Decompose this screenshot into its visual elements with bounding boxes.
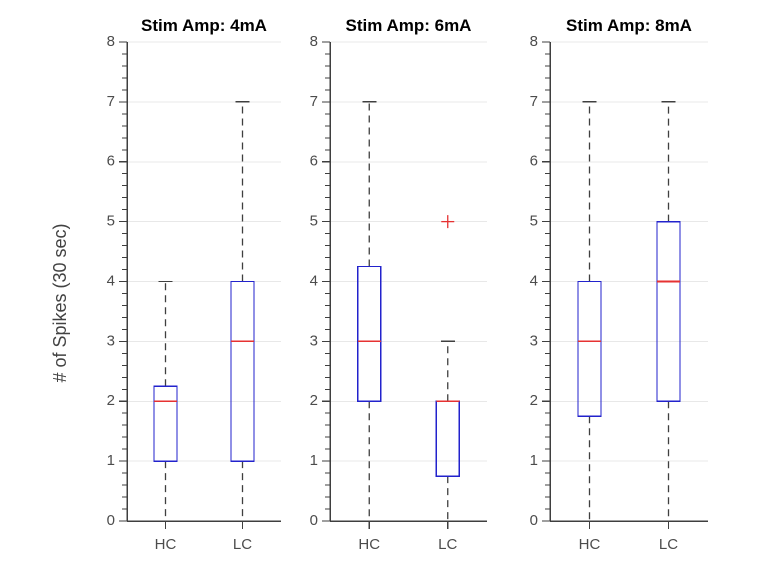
y-tick-label: 0 (107, 512, 115, 529)
y-tick-label: 7 (530, 93, 538, 110)
iqr-box (435, 400, 460, 477)
y-tick-label: 2 (530, 392, 538, 409)
y-tick-label: 8 (530, 33, 538, 50)
y-tick-label: 2 (310, 392, 318, 409)
iqr-box (153, 385, 178, 462)
y-tick-label: 8 (107, 33, 115, 50)
iqr-box (577, 280, 602, 417)
y-tick-label: 3 (310, 332, 318, 349)
x-tick-label: HC (579, 536, 601, 553)
y-tick-label: 4 (107, 272, 115, 289)
y-tick-label: 8 (310, 33, 318, 50)
x-tick-label: HC (155, 536, 177, 553)
iqr-box (357, 265, 382, 402)
y-tick-label: 2 (107, 392, 115, 409)
y-tick-label: 6 (310, 153, 318, 170)
subplot-title: Stim Amp: 8mA (566, 16, 692, 35)
iqr-box (656, 220, 681, 402)
x-tick-label: LC (438, 536, 457, 553)
y-axis-label: # of Spikes (30 sec) (50, 223, 70, 382)
y-tick-label: 3 (107, 332, 115, 349)
iqr-box (230, 280, 255, 462)
y-tick-label: 7 (310, 93, 318, 110)
y-tick-label: 6 (107, 153, 115, 170)
y-tick-label: 0 (530, 512, 538, 529)
y-tick-label: 1 (107, 452, 115, 469)
y-tick-label: 1 (530, 452, 538, 469)
y-tick-label: 4 (530, 272, 538, 289)
y-tick-label: 6 (530, 153, 538, 170)
y-tick-label: 0 (310, 512, 318, 529)
subplot-title: Stim Amp: 4mA (141, 16, 267, 35)
x-tick-label: LC (233, 536, 252, 553)
y-tick-label: 5 (310, 213, 318, 230)
x-tick-label: LC (659, 536, 678, 553)
y-tick-label: 3 (530, 332, 538, 349)
y-tick-label: 7 (107, 93, 115, 110)
y-tick-label: 4 (310, 272, 318, 289)
x-tick-label: HC (358, 536, 380, 553)
y-tick-label: 5 (530, 213, 538, 230)
subplot-title: Stim Amp: 6mA (346, 16, 472, 35)
y-tick-label: 1 (310, 452, 318, 469)
y-tick-label: 5 (107, 213, 115, 230)
